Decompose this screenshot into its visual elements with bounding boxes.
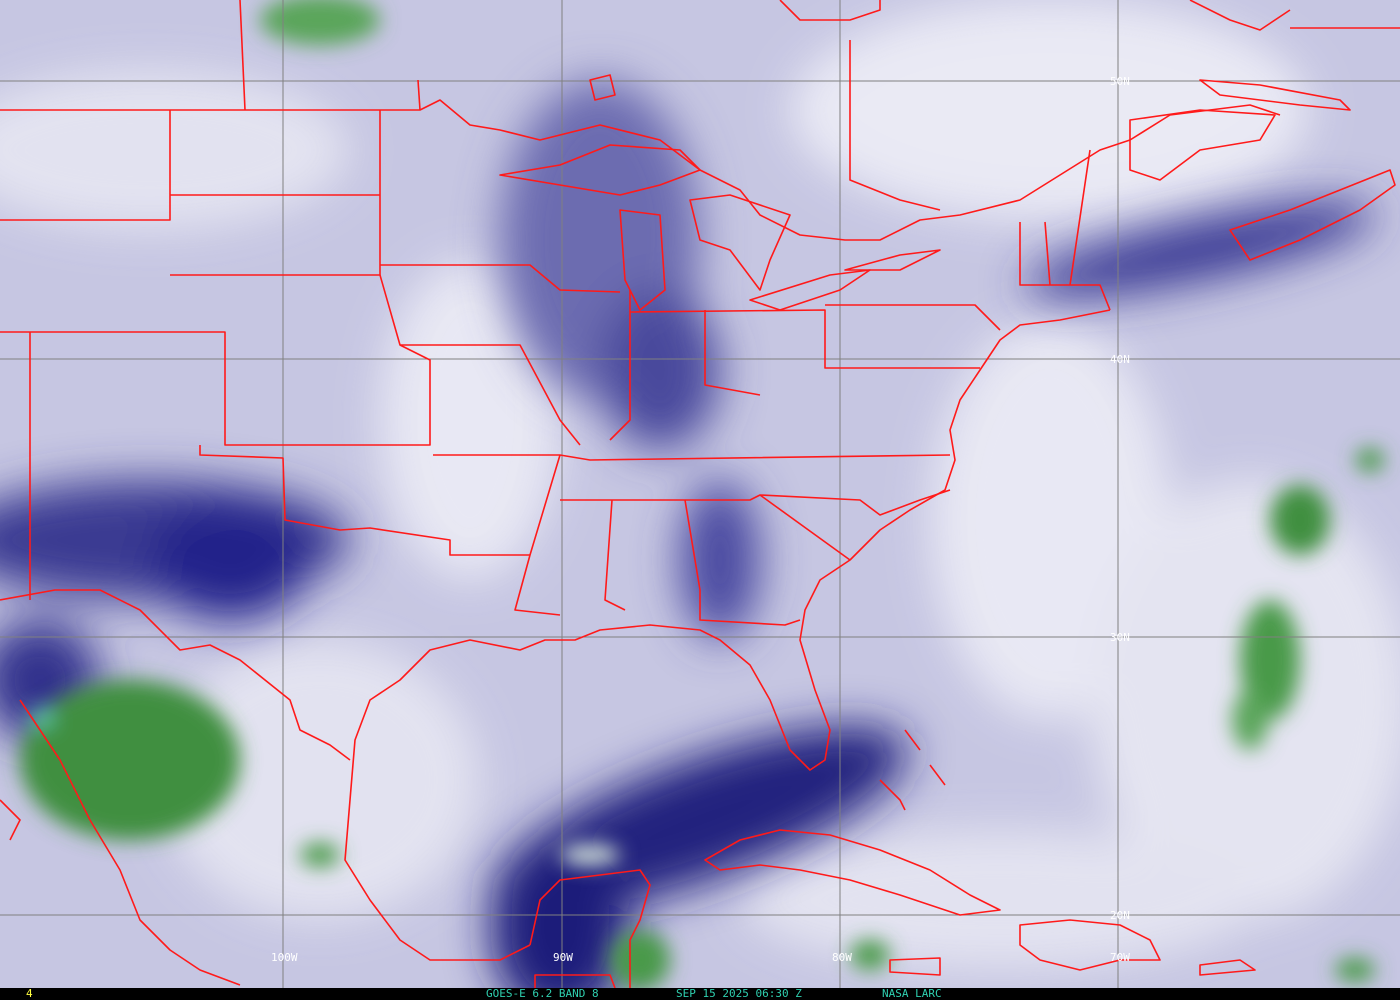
lon-label-80w: 80W [832,951,852,964]
lon-label-90w: 90W [553,951,573,964]
timestamp: SEP 15 2025 06:30 Z [676,987,802,1000]
credit: NASA LARC [882,987,942,1000]
lat-label-40n: 40N [1110,353,1130,366]
lat-label-50n: 50N [1110,75,1130,88]
lon-label-100w: 100W [271,951,298,964]
frame-number: 4 [26,987,33,1000]
product-label: GOES-E 6.2 BAND 8 [486,987,599,1000]
lat-label-20n: 20N [1110,909,1130,922]
lat-label-30n: 30N [1110,631,1130,644]
cloud-areas [20,0,1384,988]
image-footer: 4 GOES-E 6.2 BAND 8 SEP 15 2025 06:30 Z … [0,988,1400,1000]
lon-label-70w: 70W [1110,951,1130,964]
